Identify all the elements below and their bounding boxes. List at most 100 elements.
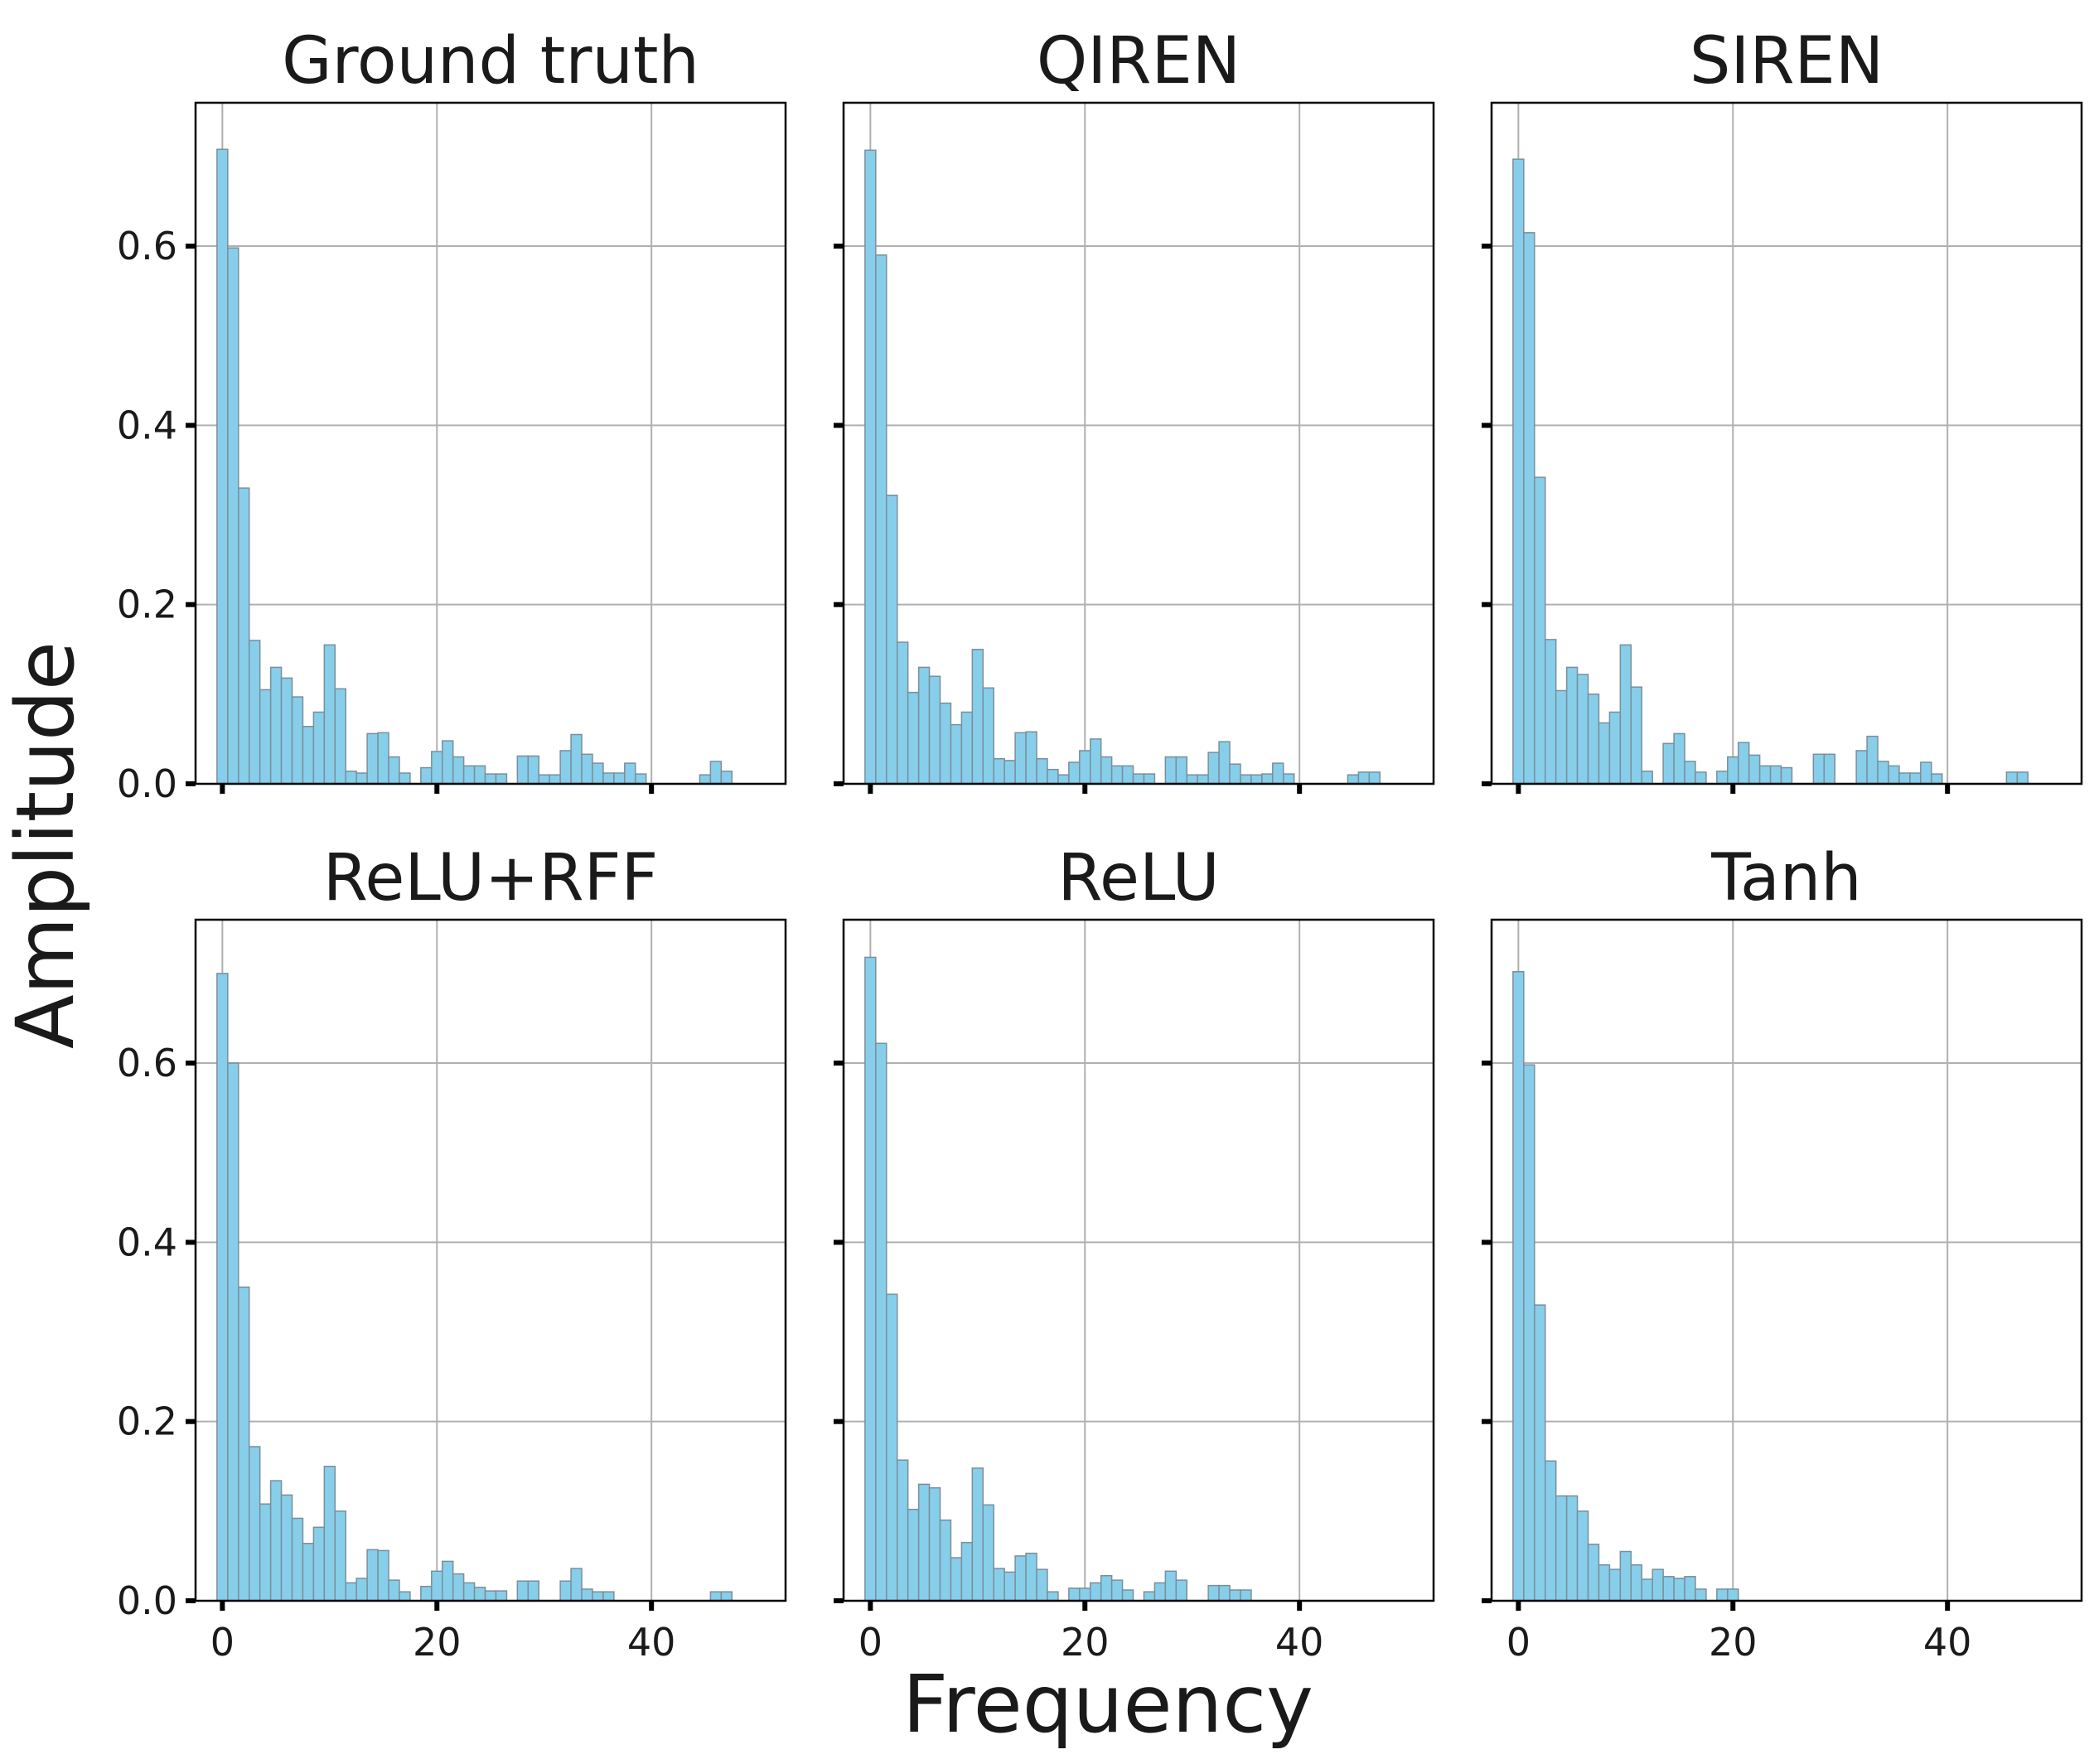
y-axis-title: Amplitude — [0, 641, 92, 1049]
histogram-bar — [864, 149, 877, 785]
x-tick-label: 0 — [1506, 1620, 1531, 1665]
histogram-bar — [570, 733, 583, 785]
histogram-bar — [1619, 644, 1632, 785]
histogram-bar — [1014, 1555, 1027, 1602]
histogram-bar — [982, 687, 994, 785]
histogram-bar — [441, 740, 454, 785]
histogram-bar — [452, 1573, 465, 1602]
histogram-bar — [1110, 1579, 1124, 1602]
panel-relu: ReLU 0 20 40 — [834, 841, 1435, 1665]
histogram-bar — [259, 1503, 272, 1602]
histogram-bar — [559, 750, 572, 785]
histogram-bar — [345, 771, 357, 785]
histogram-bar — [1218, 741, 1231, 785]
histogram-bar — [312, 1526, 326, 1602]
panel-ground-truth: Ground truth 0.0 0.2 0.4 0.6 — [117, 24, 787, 806]
histogram-bar — [1207, 1584, 1220, 1602]
histogram-bar — [875, 1042, 887, 1602]
histogram-bar — [1229, 1589, 1241, 1602]
y-tick-label: 0.2 — [117, 582, 177, 627]
histogram-bar — [1641, 771, 1653, 785]
panel-qiren: QIREN — [834, 24, 1435, 794]
histogram-bar — [1100, 1574, 1113, 1602]
histogram-bar — [269, 666, 283, 785]
histogram-bar — [896, 1459, 909, 1602]
histogram-bar — [1164, 756, 1178, 785]
histogram-bar — [462, 1582, 476, 1602]
histogram-bar — [2005, 771, 2019, 785]
histogram-bar — [1347, 774, 1360, 785]
x-tick-label: 0 — [210, 1620, 235, 1665]
histogram-bar — [1283, 773, 1295, 785]
histogram-bar — [216, 973, 229, 1602]
histogram-bar — [1100, 756, 1113, 785]
histogram-bar — [1888, 765, 1900, 785]
histogram-bar — [699, 774, 712, 785]
y-tick-label: 0.4 — [117, 403, 177, 447]
histogram-bar — [1695, 1588, 1707, 1602]
histogram-bar — [875, 254, 887, 785]
histogram-bar — [431, 751, 443, 785]
histogram-bar — [886, 494, 898, 785]
y-tick-label: 0.2 — [117, 1399, 177, 1444]
histogram-bar — [259, 689, 272, 785]
histogram-bar — [709, 1591, 723, 1602]
histogram-bar — [1695, 771, 1707, 785]
histogram-bar — [527, 1580, 540, 1602]
histogram-bar — [216, 148, 229, 785]
histogram-bar — [1565, 1495, 1579, 1602]
histogram-bar — [334, 1510, 346, 1602]
histogram-bar — [939, 1519, 952, 1602]
histogram-bar — [559, 1580, 572, 1602]
histogram-bar — [269, 1480, 283, 1602]
y-tick-label: 0.6 — [117, 1041, 177, 1085]
plot-frame — [1490, 918, 2083, 1602]
histogram-bar — [280, 677, 293, 785]
histogram-bar — [1272, 762, 1284, 785]
histogram-bar — [939, 702, 952, 785]
histogram-bar — [1036, 1568, 1048, 1602]
histogram-bar — [1368, 771, 1381, 785]
histogram-bar — [549, 774, 561, 785]
histogram-bar — [334, 688, 346, 785]
plot-frame — [194, 101, 787, 785]
histogram-bar — [993, 1568, 1005, 1602]
histogram-bar — [280, 1494, 293, 1602]
histogram-bar — [291, 696, 304, 785]
histogram-bar — [950, 723, 963, 785]
histogram-bar — [1544, 1460, 1557, 1602]
histogram-bar — [720, 771, 733, 785]
histogram-bar — [473, 1587, 486, 1602]
histogram-bar — [1534, 476, 1546, 785]
histogram-bar — [570, 1568, 583, 1602]
histogram-bar — [495, 773, 508, 785]
histogram-bar — [864, 956, 877, 1602]
histogram-bar — [917, 1483, 931, 1602]
panel-title: ReLU — [1057, 841, 1219, 916]
histogram-bar — [1716, 771, 1729, 785]
histogram-bar — [602, 772, 615, 785]
panel-siren: SIREN — [1482, 24, 2083, 794]
histogram-bar — [323, 644, 336, 785]
histogram-bar — [1003, 760, 1016, 785]
panel-title: ReLU+RFF — [323, 841, 659, 916]
histogram-bar — [1132, 773, 1145, 785]
histogram-bar — [1598, 1563, 1611, 1602]
histogram-bar — [1175, 1579, 1188, 1602]
x-tick-label: 20 — [413, 1620, 462, 1665]
histogram-bar — [1716, 1588, 1729, 1602]
histogram-bar — [907, 1508, 920, 1602]
x-tick-label: 0 — [858, 1620, 883, 1665]
histogram-bar — [1250, 774, 1263, 785]
histogram-bar — [1608, 711, 1622, 785]
histogram-bar — [1197, 774, 1209, 785]
histogram-bar — [399, 772, 411, 785]
histogram-bar — [1025, 731, 1037, 785]
histogram-bar — [1662, 1576, 1675, 1602]
histogram-bar — [238, 1286, 250, 1602]
histogram-bar — [1619, 1550, 1632, 1602]
histogram-bar — [1630, 686, 1642, 785]
histogram-bar — [581, 753, 593, 785]
histogram-bar — [1014, 732, 1027, 785]
